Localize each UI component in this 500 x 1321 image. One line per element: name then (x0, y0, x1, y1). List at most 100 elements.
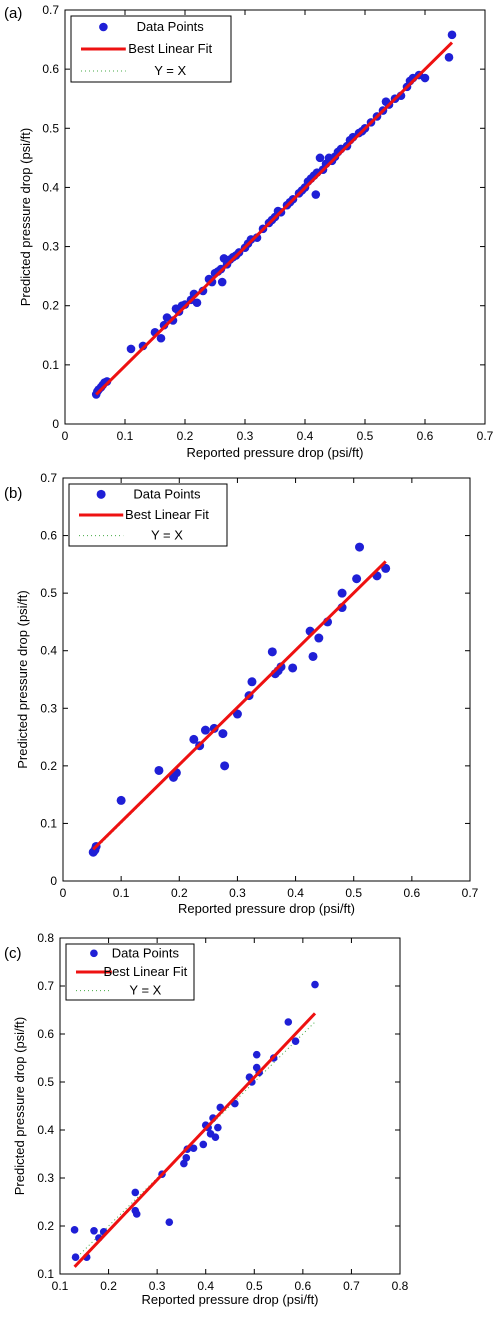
x-tick-label: 0.4 (287, 886, 304, 900)
data-point (444, 53, 454, 62)
legend-label: Y = X (151, 528, 183, 543)
series-y-equals-x (74, 1021, 316, 1260)
x-tick-label: 0.5 (357, 429, 374, 443)
data-point (276, 662, 286, 672)
x-tick-label: 0.4 (197, 1279, 214, 1293)
x-tick-label: 0 (62, 429, 69, 443)
y-axis-label: Predicted pressure drop (psi/ft) (18, 128, 33, 306)
legend-label: Data Points (133, 486, 201, 501)
y-tick-label: 0.7 (37, 979, 54, 993)
data-point (232, 709, 242, 719)
data-point (70, 1226, 79, 1234)
x-tick-label: 0.8 (392, 1279, 409, 1293)
x-tick-label: 0.4 (297, 429, 314, 443)
y-tick-label: 0.3 (40, 701, 57, 715)
panel-label: (a) (4, 5, 22, 22)
y-axis-label: Predicted pressure drop (psi/ft) (12, 1017, 27, 1195)
panel-label: (b) (4, 485, 22, 502)
data-point (252, 1050, 261, 1059)
data-point (182, 1154, 191, 1162)
data-point (288, 663, 298, 673)
x-tick-label: 0.3 (149, 1279, 166, 1293)
x-tick-label: 0.3 (237, 429, 254, 443)
y-tick-label: 0.5 (37, 1075, 54, 1089)
y-tick-label: 0.4 (37, 1123, 54, 1137)
legend-label: Best Linear Fit (103, 964, 187, 979)
data-point (447, 30, 457, 40)
data-point (218, 729, 228, 739)
x-tick-label: 0.7 (477, 429, 494, 443)
chart-panel-0: (a) 0 0.1 0.2 0.3 0.4 0.5 0.6 0.7 0 0.1 0.2 0.3 0.4 0.… (4, 3, 494, 460)
legend-marker-points (90, 949, 98, 958)
y-tick-label: 0.2 (42, 299, 59, 313)
series-best-linear-fit (92, 560, 387, 851)
legend-label: Best Linear Fit (125, 507, 209, 522)
data-point (220, 761, 230, 771)
y-tick-label: 0.7 (40, 471, 57, 485)
x-tick-label: 0.2 (177, 429, 194, 443)
data-point (165, 1218, 174, 1226)
x-axis-label: Reported pressure drop (psi/ft) (178, 901, 355, 916)
x-tick-label: 0.1 (117, 429, 134, 443)
x-tick-label: 0.6 (295, 1279, 312, 1293)
legend: Data Points Best Linear Fit Y = X (68, 483, 228, 547)
y-tick-label: 0.6 (40, 529, 57, 543)
data-point (126, 344, 136, 354)
y-tick-label: 0.8 (37, 931, 54, 945)
data-point (308, 651, 318, 661)
data-point (199, 1140, 208, 1149)
legend-marker-points (99, 22, 108, 32)
data-point (314, 633, 324, 643)
data-point (315, 153, 325, 163)
y-axis-label: Predicted pressure drop (psi/ft) (15, 590, 30, 768)
data-point (189, 734, 199, 744)
y-tick-label: 0 (50, 874, 57, 888)
x-tick-label: 0.5 (246, 1279, 263, 1293)
x-axis-label: Reported pressure drop (psi/ft) (186, 445, 363, 460)
x-tick-label: 0.1 (52, 1279, 69, 1293)
y-tick-label: 0.3 (37, 1171, 54, 1185)
y-tick-label: 0.3 (42, 240, 59, 254)
y-tick-label: 0.1 (40, 816, 57, 830)
x-tick-label: 0.1 (113, 886, 130, 900)
x-tick-label: 0.6 (404, 886, 421, 900)
data-point (154, 765, 164, 775)
y-tick-label: 0.2 (40, 759, 57, 773)
data-point (211, 1133, 220, 1141)
data-point (116, 795, 126, 805)
x-tick-label: 0.2 (171, 886, 188, 900)
data-point (189, 1144, 198, 1153)
data-point (200, 725, 210, 735)
y-tick-label: 0 (52, 417, 59, 431)
x-tick-label: 0.7 (343, 1279, 360, 1293)
data-point (71, 1253, 80, 1261)
y-tick-label: 0.5 (40, 586, 57, 600)
legend-label: Data Points (137, 19, 205, 34)
data-point (291, 1037, 300, 1045)
data-point (284, 1018, 293, 1026)
panel-label: (c) (4, 945, 22, 962)
y-tick-label: 0.4 (40, 644, 57, 658)
legend-label: Y = X (154, 63, 186, 78)
legend-label: Data Points (112, 945, 180, 960)
y-tick-label: 0.6 (37, 1027, 54, 1041)
data-point (156, 333, 166, 343)
x-tick-label: 0 (60, 886, 67, 900)
legend: Data Points Best Linear Fit Y = X (70, 15, 232, 83)
data-point (180, 1159, 188, 1168)
chart-panel-1: (b) 0 0.1 0.2 0.3 0.4 0.5 0.6 0.7 0 0.1 0.2 0.3 0.4 0.… (4, 471, 479, 916)
data-point (131, 1188, 140, 1197)
series-best-linear-fit (73, 1012, 317, 1268)
x-tick-label: 0.7 (462, 886, 479, 900)
y-tick-label: 0.2 (37, 1219, 54, 1233)
data-point (192, 298, 202, 308)
legend-label: Y = X (129, 983, 161, 998)
data-point (267, 647, 277, 657)
data-point (207, 277, 217, 287)
x-tick-label: 0.5 (345, 886, 362, 900)
x-tick-label: 0.2 (100, 1279, 117, 1293)
data-point (352, 574, 362, 584)
x-tick-label: 0.3 (229, 886, 246, 900)
data-point (381, 563, 391, 573)
